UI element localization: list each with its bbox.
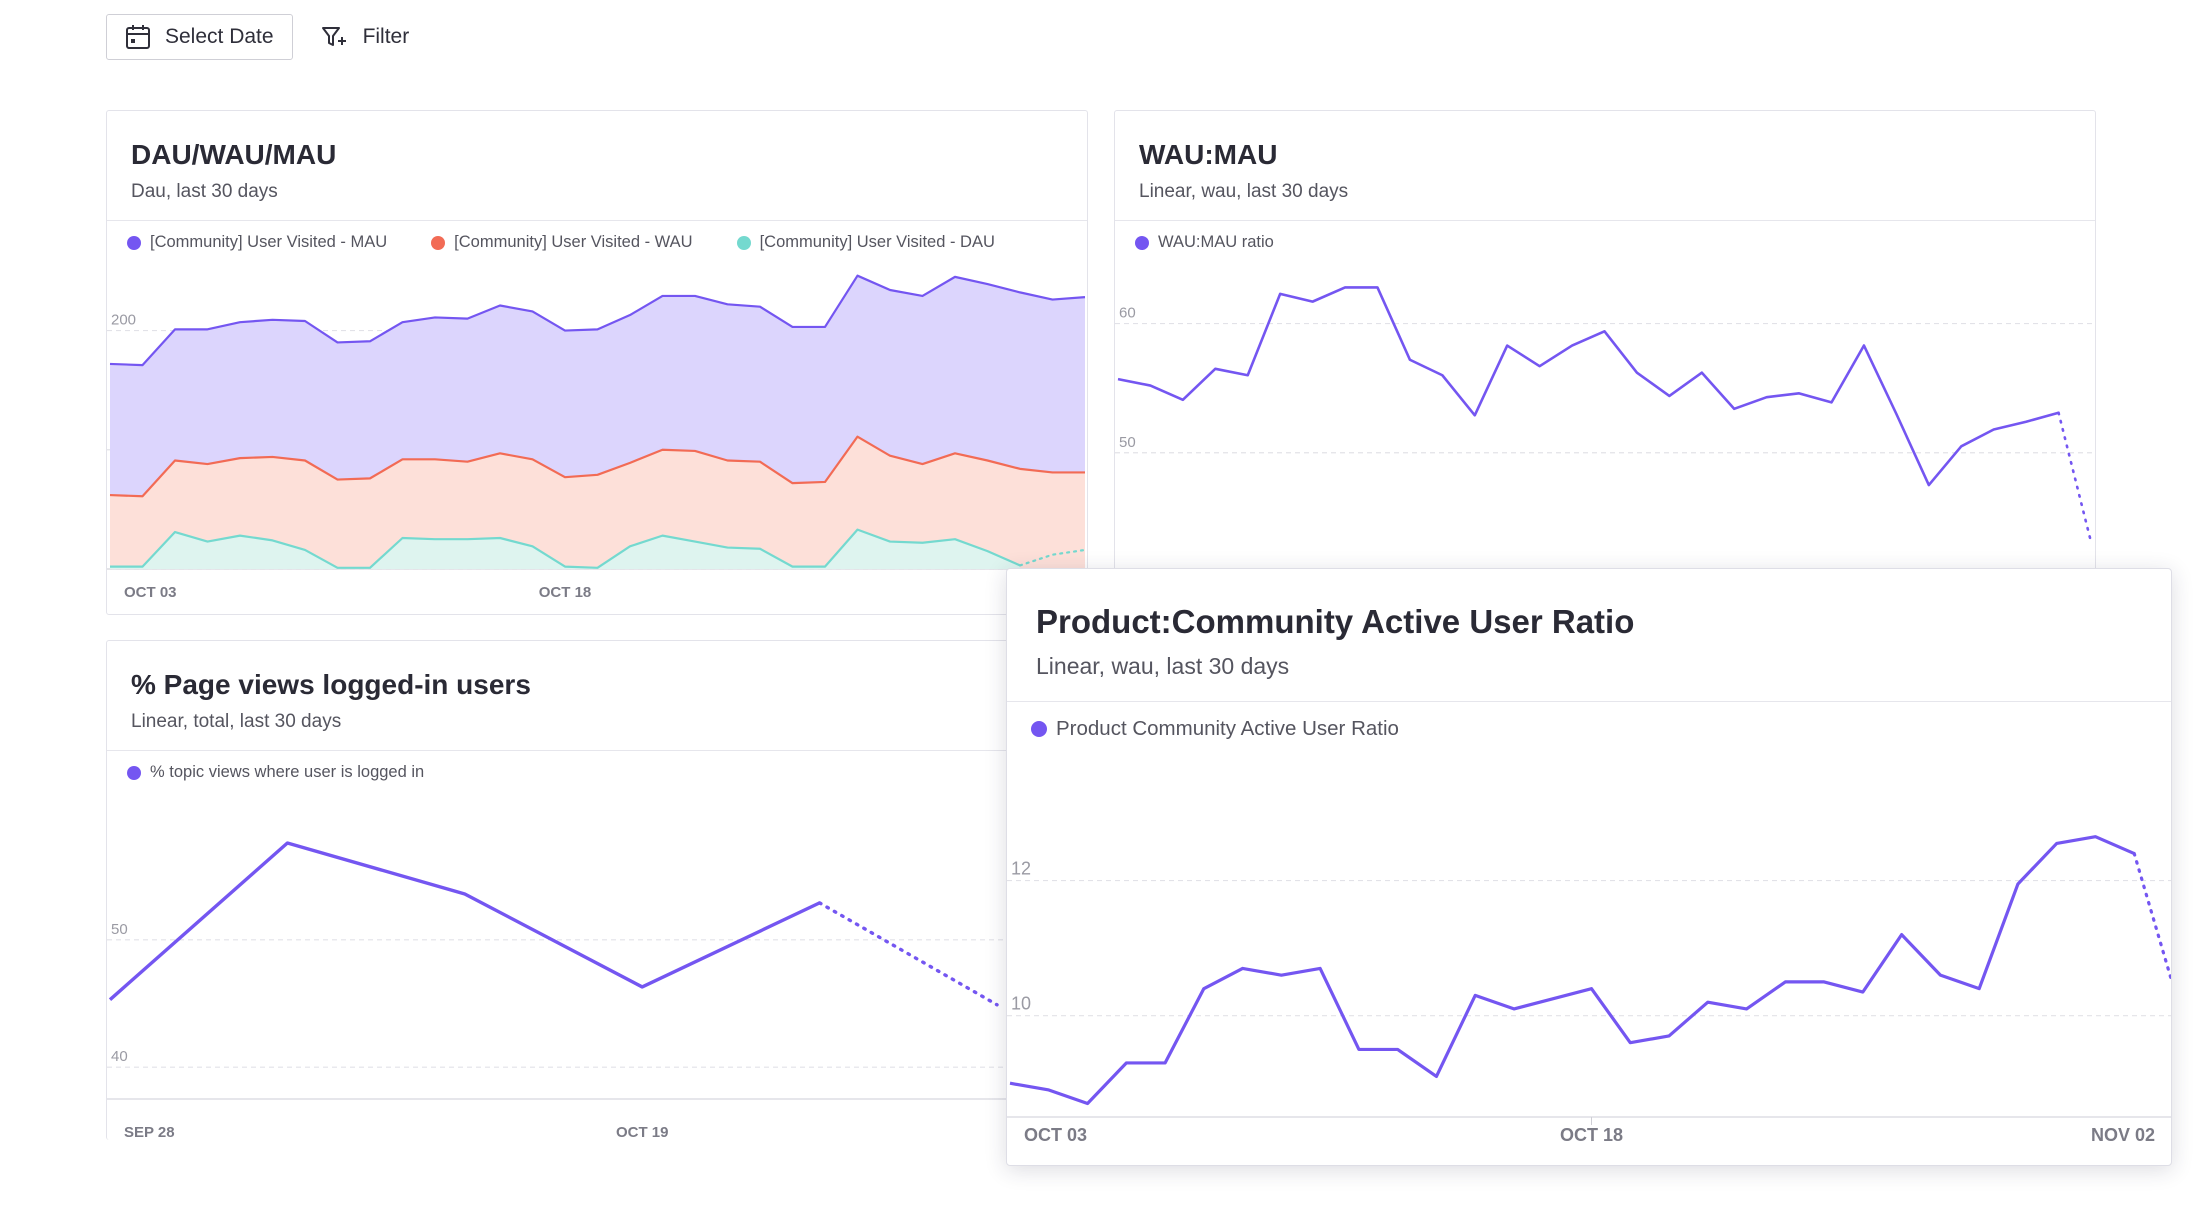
product-community-chart: 10 12 OCT 03 OCT 18 NOV 02	[1007, 835, 2171, 1145]
y-tick-label: 50	[1119, 434, 1136, 451]
legend-dot	[1135, 235, 1149, 250]
page-views-card[interactable]: % Page views logged-in users Linear, tot…	[106, 640, 1088, 1140]
legend-dot	[127, 235, 141, 250]
x-tick-label: OCT 03	[1024, 1125, 1087, 1145]
chart-legend: % topic views where user is logged in	[127, 763, 424, 782]
select-date-label: Select Date	[165, 25, 274, 48]
legend-label: % topic views where user is logged in	[150, 763, 425, 781]
x-tick-label: OCT 18	[1560, 1125, 1623, 1145]
card-title: WAU:MAU	[1139, 139, 1278, 170]
x-tick-label: OCT 18	[539, 584, 592, 601]
legend-label: [Community] User Visited - DAU	[759, 233, 995, 251]
card-title: DAU/WAU/MAU	[131, 139, 337, 170]
card-subtitle: Dau, last 30 days	[131, 181, 278, 202]
legend-item-mau[interactable]: [Community] User Visited - MAU	[127, 233, 387, 252]
card-title: % Page views logged-in users	[131, 669, 531, 700]
card-subtitle: Linear, wau, last 30 days	[1139, 181, 1349, 202]
y-tick-label: 10	[1011, 994, 1031, 1014]
legend-item-dau[interactable]: [Community] User Visited - DAU	[736, 233, 995, 252]
filter-add-icon	[321, 27, 346, 46]
x-tick-label: OCT 03	[124, 584, 177, 601]
card-header: Product:Community Active User Ratio Line…	[1007, 569, 2171, 702]
chart-legend: [Community] User Visited - MAU [Communit…	[127, 233, 995, 252]
calendar-icon	[126, 25, 150, 49]
wau-mau-chart: 50 60	[1115, 286, 2095, 570]
series-projection	[2057, 411, 2093, 544]
series-projection	[2132, 851, 2171, 985]
legend-item-wau[interactable]: [Community] User Visited - WAU	[431, 233, 693, 252]
area-fill-dau	[110, 529, 1020, 569]
legend-label: Product Community Active User Ratio	[1056, 717, 1399, 740]
series-line	[108, 841, 821, 1001]
legend-dot	[1031, 721, 1047, 737]
card-subtitle: Linear, total, last 30 days	[131, 711, 342, 732]
legend-item-product-ratio[interactable]: Product Community Active User Ratio	[1031, 717, 1399, 741]
area-fill-wau	[110, 436, 1085, 569]
toolbar: Select Date Filter	[106, 14, 409, 60]
dau-wau-mau-card[interactable]: DAU/WAU/MAU Dau, last 30 days [Community…	[106, 110, 1088, 615]
card-header: DAU/WAU/MAU Dau, last 30 days	[107, 111, 1087, 221]
series-line	[1009, 835, 2135, 1106]
legend-label: WAU:MAU ratio	[1158, 233, 1274, 251]
page-views-chart: 40 50 SEP 28 OCT 19	[107, 841, 1087, 1140]
filter-label: Filter	[362, 25, 410, 48]
chart-legend: WAU:MAU ratio	[1135, 233, 1274, 252]
x-tick-label: SEP 28	[124, 1124, 175, 1140]
x-tick-label: OCT 19	[616, 1124, 669, 1140]
product-community-card[interactable]: Product:Community Active User Ratio Line…	[1006, 568, 2172, 1166]
legend-item-wau-mau-ratio[interactable]: WAU:MAU ratio	[1135, 233, 1274, 252]
series-line	[1117, 286, 2059, 487]
legend-item-topic-views[interactable]: % topic views where user is logged in	[127, 763, 424, 782]
select-date-button[interactable]: Select Date	[106, 14, 293, 60]
legend-dot	[127, 765, 141, 780]
legend-label: [Community] User Visited - WAU	[454, 233, 693, 251]
x-tick-label: NOV 02	[2091, 1125, 2155, 1145]
card-subtitle: Linear, wau, last 30 days	[1036, 653, 1290, 679]
y-tick-label: 60	[1119, 305, 1136, 322]
card-header: % Page views logged-in users Linear, tot…	[107, 641, 1087, 751]
legend-dot	[431, 235, 446, 250]
legend-label: [Community] User Visited - MAU	[150, 233, 388, 251]
y-tick-label: 50	[111, 921, 128, 938]
y-tick-label: 40	[111, 1048, 128, 1065]
card-title: Product:Community Active User Ratio	[1036, 603, 1635, 640]
filter-button[interactable]: Filter	[321, 25, 410, 49]
y-tick-label: 12	[1011, 859, 1031, 879]
legend-dot	[736, 235, 751, 250]
chart-legend: Product Community Active User Ratio	[1031, 717, 1399, 741]
card-header: WAU:MAU Linear, wau, last 30 days	[1115, 111, 2095, 221]
series-projection	[817, 901, 999, 1007]
y-tick-label: 200	[111, 312, 136, 329]
wau-mau-card[interactable]: WAU:MAU Linear, wau, last 30 days WAU:MA…	[1114, 110, 2096, 615]
